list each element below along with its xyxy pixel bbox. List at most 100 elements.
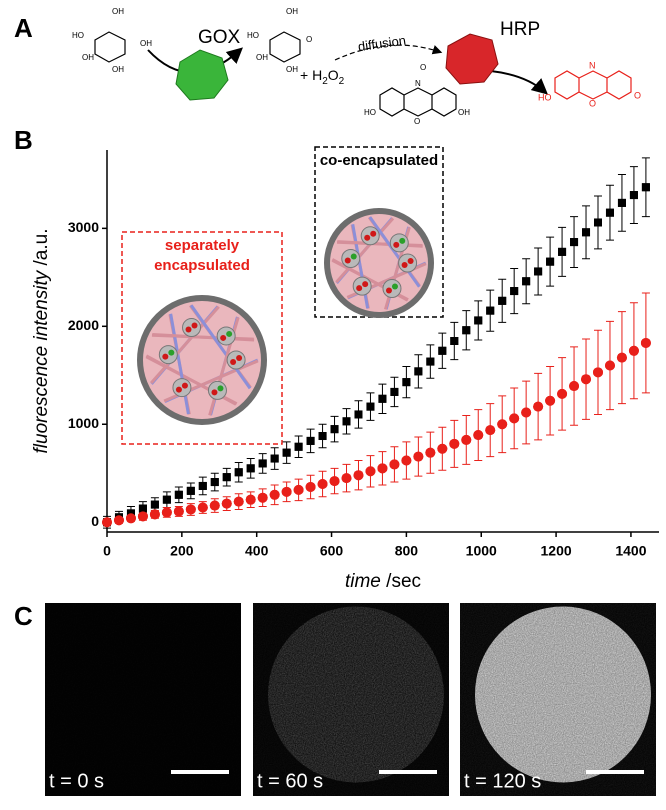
enzyme-dot	[385, 287, 392, 294]
fiber	[337, 240, 423, 248]
marker	[629, 191, 638, 200]
enzyme-dot	[356, 285, 363, 292]
y-tick-label: 3000	[68, 219, 99, 235]
marker	[510, 287, 519, 296]
inset-label: co-encapsulated	[320, 152, 438, 169]
enzyme-dot	[391, 283, 398, 290]
enzyme-dot	[181, 382, 188, 389]
marker	[222, 473, 231, 482]
marker	[185, 504, 196, 515]
enzyme-dot	[364, 234, 371, 241]
marker	[413, 451, 424, 462]
marker	[173, 506, 184, 517]
panel-label: A	[14, 13, 33, 43]
marker	[161, 507, 172, 518]
atom-label: OH	[112, 65, 124, 74]
enzyme-dot	[211, 389, 218, 396]
time-label: t = 60 s	[257, 770, 323, 792]
marker	[640, 337, 651, 348]
panel-label: B	[14, 125, 33, 155]
marker	[534, 267, 543, 276]
y-axis-label-part: fluorescence intensity	[31, 269, 52, 453]
peroxide-part: O	[328, 67, 339, 83]
marker	[293, 484, 304, 495]
marker	[138, 504, 147, 513]
marker	[258, 459, 267, 468]
panel-label: C	[14, 601, 33, 631]
marker	[257, 492, 268, 503]
marker	[150, 500, 159, 509]
atom-label: OH	[112, 7, 124, 16]
cage	[352, 276, 372, 296]
marker	[521, 407, 532, 418]
peroxide-part: 2	[322, 76, 328, 87]
enzyme-dot	[191, 322, 198, 329]
marker	[557, 388, 568, 399]
marker	[354, 410, 363, 419]
enzyme-dot	[162, 353, 169, 360]
marker	[125, 513, 136, 524]
droplet	[475, 606, 651, 783]
x-axis-label-part: /sec	[381, 571, 421, 592]
enzyme-dot	[393, 241, 400, 248]
x-tick-label: 0	[103, 543, 111, 559]
enzyme-dot	[220, 334, 227, 341]
marker	[378, 394, 387, 403]
marker	[604, 360, 615, 371]
x-tick-label: 600	[320, 543, 344, 559]
chart: separately encapsulated co-encapsulated 0 20…	[31, 146, 659, 592]
cage	[226, 350, 246, 370]
marker	[365, 466, 376, 477]
enzyme-dot	[175, 386, 182, 393]
fiber	[189, 304, 252, 390]
marker	[461, 434, 472, 445]
y-tick-label: 2000	[68, 317, 99, 333]
cage	[360, 226, 380, 246]
enzyme-dot	[407, 258, 414, 264]
fiber	[152, 332, 255, 342]
fiber	[169, 313, 190, 415]
marker	[486, 306, 495, 315]
atom-label: OH	[286, 65, 298, 74]
enzyme-label: HRP	[500, 19, 540, 40]
inset-frame	[121, 231, 283, 445]
enzyme-dot	[362, 281, 369, 288]
marker	[330, 425, 339, 434]
atom-label: N	[589, 60, 596, 70]
atom-label: OH	[458, 108, 470, 117]
atom-label: OH	[140, 39, 152, 48]
marker	[414, 367, 423, 376]
droplet-glow	[475, 606, 651, 783]
marker	[389, 459, 400, 470]
marker	[485, 425, 496, 436]
dark	[45, 603, 241, 796]
enzyme-dot	[226, 330, 233, 337]
atom-label: OH	[82, 53, 94, 62]
cage	[382, 278, 402, 298]
marker	[197, 502, 208, 513]
marker	[102, 517, 112, 528]
marker	[426, 357, 435, 366]
marker	[245, 494, 256, 505]
marker	[545, 395, 556, 406]
x-tick-label: 1200	[541, 543, 572, 559]
cage	[158, 345, 178, 365]
marker	[592, 367, 603, 378]
cage	[341, 248, 361, 268]
marker	[318, 432, 327, 441]
enzyme-dot	[236, 355, 243, 361]
marker	[246, 464, 255, 473]
atom-label: HO	[247, 31, 259, 40]
atom-label: O	[414, 117, 420, 126]
marker	[282, 448, 291, 457]
marker	[377, 463, 388, 474]
enzyme-dot	[401, 262, 408, 268]
x-axis-label: time /sec	[345, 571, 421, 592]
cage	[398, 253, 418, 273]
marker	[450, 337, 459, 345]
cage	[182, 318, 202, 338]
enzyme-dot	[370, 230, 377, 237]
marker	[402, 378, 411, 387]
peroxide-part: + H	[300, 67, 322, 83]
